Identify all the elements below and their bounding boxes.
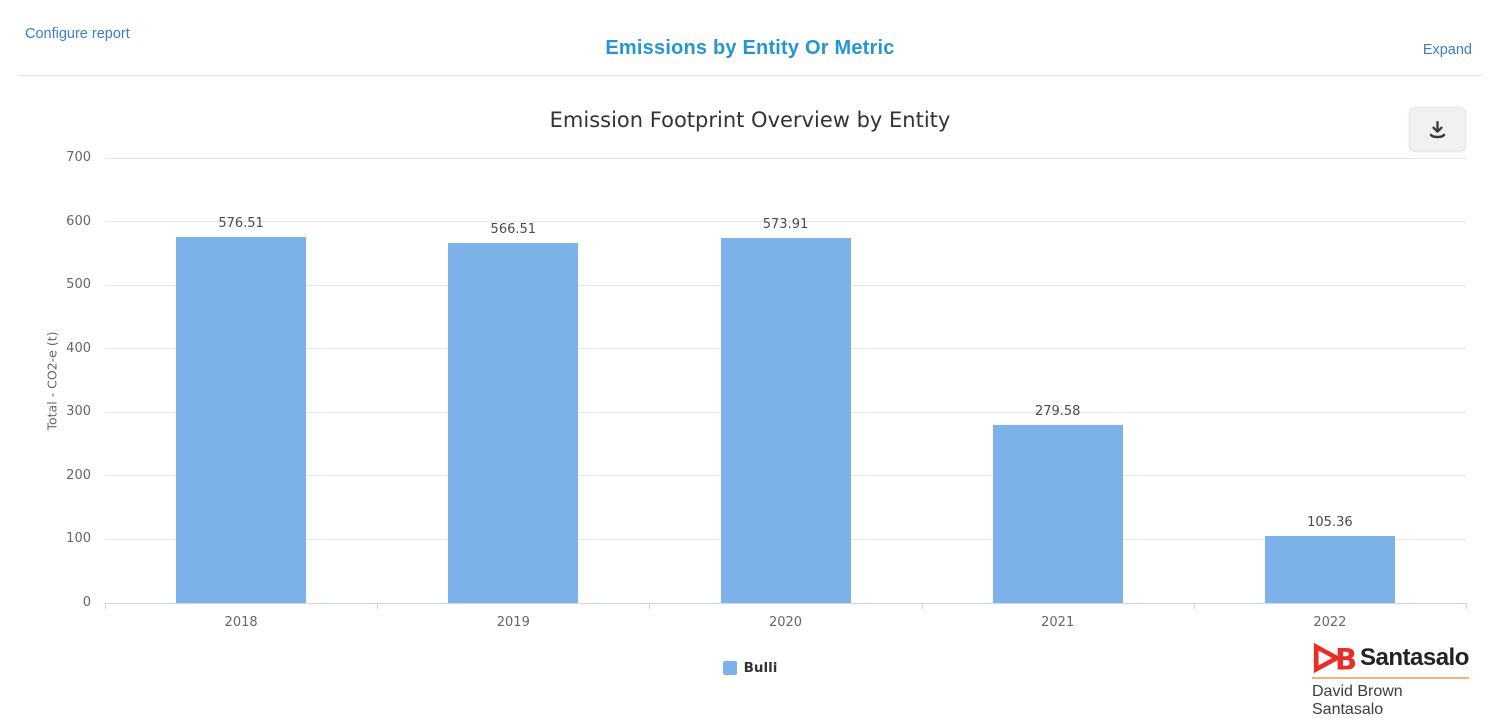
bar-value-label: 576.51 (218, 215, 264, 231)
x-axis-tick (649, 603, 651, 609)
company-logo: B Santasalo David Brown Santasalo (1312, 643, 1472, 719)
y-tick-label: 400 (66, 340, 91, 356)
x-tick-label: 2022 (1313, 615, 1347, 630)
y-tick-label: 300 (66, 404, 91, 420)
y-tick-label: 200 (66, 467, 91, 483)
legend-label: Bulli (743, 660, 778, 676)
expand-link[interactable]: Expand (1422, 42, 1472, 58)
x-axis-tick (921, 603, 923, 609)
bar-2019[interactable] (448, 242, 579, 603)
x-tick-label: 2018 (224, 615, 258, 630)
y-tick-label: 600 (66, 213, 91, 229)
bar-2020[interactable] (720, 238, 851, 603)
chart-title: Emission Footprint Overview by Entity (549, 108, 951, 132)
bar-2021[interactable] (992, 425, 1123, 603)
x-axis-tick (1466, 603, 1467, 609)
svg-text:B: B (1335, 643, 1356, 673)
x-axis-tick (1193, 603, 1195, 609)
header-divider (18, 75, 1482, 76)
x-axis-tick (105, 603, 106, 609)
gridline-600 (105, 221, 1466, 223)
configure-report-link[interactable]: Configure report (25, 26, 130, 42)
y-tick-label: 0 (82, 595, 91, 610)
x-tick-label: 2019 (496, 615, 530, 630)
x-tick-label: 2021 (1041, 615, 1075, 630)
bar-2022[interactable] (1264, 536, 1395, 603)
x-tick-label: 2020 (768, 615, 803, 630)
download-chart-button[interactable] (1409, 107, 1466, 151)
logo-brand-text: Santasalo (1360, 644, 1469, 671)
logo-divider (1312, 677, 1469, 679)
x-axis-line (105, 603, 1466, 604)
bar-2018[interactable] (176, 236, 307, 603)
logo-subtitle-text: David Brown Santasalo (1312, 683, 1403, 718)
legend-color-swatch (722, 661, 737, 675)
bar-value-label: 105.36 (1307, 515, 1353, 531)
download-icon (1427, 119, 1448, 140)
panel-title: Emissions by Entity Or Metric (605, 37, 895, 59)
y-tick-label: 700 (66, 150, 91, 165)
db-logo-icon: B (1312, 643, 1356, 673)
legend-item-bulli[interactable]: Bulli (0, 660, 1500, 676)
y-tick-label: 500 (66, 277, 91, 293)
bar-value-label: 573.91 (762, 217, 809, 233)
bar-value-label: 566.51 (490, 221, 537, 237)
bar-value-label: 279.58 (1034, 404, 1081, 420)
y-tick-label: 100 (66, 531, 91, 547)
gridline-700 (105, 157, 1466, 159)
x-axis-tick (377, 603, 379, 609)
